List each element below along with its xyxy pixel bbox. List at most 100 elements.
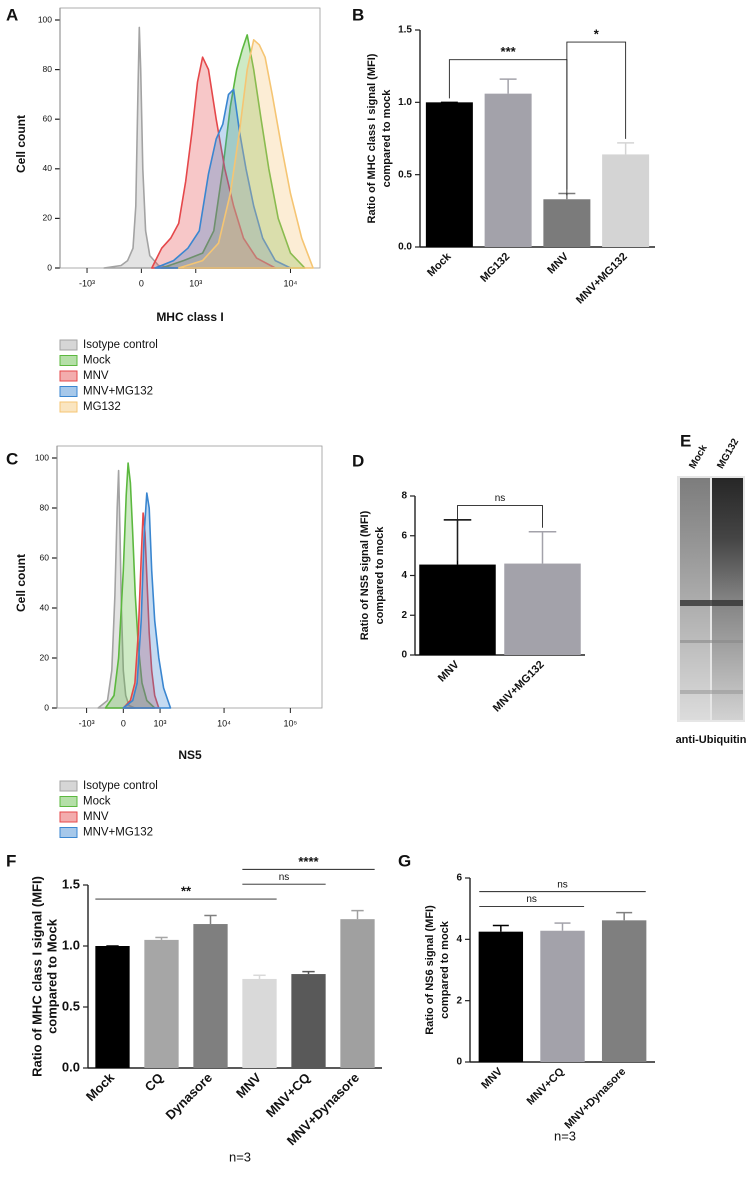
panel-letter: D — [352, 451, 364, 470]
y-axis-label: Ratio of NS6 signal (MFI) — [424, 905, 436, 1035]
legend-swatch — [59, 780, 78, 792]
y-axis-label: compared to mock — [381, 89, 393, 188]
y-tick-label: 20 — [40, 652, 50, 662]
y-tick-label: 4 — [456, 934, 462, 945]
x-tick-label: MNV+CQ — [525, 1065, 567, 1107]
x-tick-label: MG132 — [478, 251, 512, 285]
blot-lane — [712, 478, 743, 720]
y-axis-label: Ratio of MHC class I signal (MFI) — [366, 53, 378, 223]
x-tick-label: MNV — [233, 1070, 264, 1101]
x-tick-label: MNV+CQ — [263, 1070, 313, 1120]
y-tick-label: 0.5 — [398, 169, 412, 180]
x-tick-label: CQ — [142, 1070, 166, 1094]
significance-label: *** — [501, 44, 517, 59]
y-tick-label: 8 — [401, 491, 407, 502]
y-tick-label: 2 — [456, 995, 462, 1006]
sample-size: n=3 — [229, 1149, 251, 1164]
y-tick-label: 0 — [456, 1057, 462, 1068]
x-tick-label: MNV — [545, 250, 571, 276]
histogram-area — [177, 39, 314, 269]
legend-label: MNV — [83, 811, 109, 823]
y-tick-label: 1.5 — [62, 876, 80, 891]
blot-caption: anti-Ubiquitin — [676, 734, 747, 746]
legend-swatch — [59, 401, 78, 413]
legend-label: Isotype control — [83, 339, 158, 351]
lane-label: MG132 — [715, 437, 741, 471]
bar — [504, 563, 581, 655]
legend-swatch — [59, 811, 78, 823]
significance-label: ns — [279, 872, 290, 883]
y-tick-label: 100 — [38, 14, 52, 24]
y-axis-label: Ratio of MHC class I signal (MFI) — [29, 876, 44, 1077]
bar — [543, 199, 591, 247]
panel-letter: A — [6, 5, 18, 24]
y-axis-label: Ratio of NS5 signal (MFI) — [359, 510, 371, 640]
x-tick-label: 10³ — [189, 278, 202, 288]
bar — [484, 93, 532, 247]
y-axis-label: Cell count — [14, 115, 28, 173]
y-tick-label: 40 — [40, 602, 50, 612]
bar — [340, 919, 375, 1068]
x-tick-label: 10⁴ — [217, 718, 231, 728]
y-tick-label: 0.0 — [62, 1059, 80, 1074]
legend-label: Mock — [83, 355, 111, 367]
y-tick-label: 2 — [401, 610, 407, 621]
x-axis-label: NS5 — [178, 748, 202, 762]
histogram-area — [160, 34, 306, 269]
x-tick-label: -10³ — [79, 278, 95, 288]
blot-band — [680, 600, 743, 606]
legend-label: MNV+MG132 — [83, 827, 153, 839]
y-tick-label: 1.5 — [398, 25, 412, 36]
histogram-area — [103, 26, 175, 269]
y-axis-label: Cell count — [14, 554, 28, 612]
bar — [540, 930, 585, 1062]
legend-swatch — [59, 796, 78, 807]
bar — [478, 931, 524, 1062]
y-tick-label: 0 — [401, 650, 407, 661]
y-tick-label: 6 — [401, 530, 407, 541]
x-tick-label: MNV+MG132 — [574, 251, 630, 307]
y-tick-label: 80 — [40, 502, 50, 512]
x-tick-label: MNV+Dynasore — [563, 1066, 629, 1132]
x-tick-label: Dynasore — [163, 1070, 216, 1123]
legend-swatch — [59, 386, 78, 397]
legend-swatch — [59, 370, 78, 382]
histogram-area — [104, 462, 156, 709]
x-tick-label: MNV — [436, 658, 462, 684]
y-tick-label: 20 — [43, 213, 53, 223]
legend-label: MNV — [83, 370, 109, 382]
bar — [242, 978, 277, 1068]
x-tick-label: MNV+MG132 — [491, 659, 547, 715]
bar — [193, 924, 228, 1068]
blot-panel: E Mock MG132 anti-Ubiquitin — [676, 431, 747, 745]
y-tick-label: 6 — [456, 873, 462, 884]
significance-label: ns — [557, 879, 568, 890]
y-tick-label: 1.0 — [398, 97, 412, 108]
significance-bracket — [457, 505, 543, 561]
x-tick-label: MNV — [479, 1065, 505, 1091]
significance-label: ** — [181, 883, 192, 898]
histogram-area — [151, 56, 277, 269]
y-tick-label: 0.5 — [62, 998, 80, 1013]
bar — [419, 564, 496, 655]
y-tick-label: 0.0 — [398, 242, 412, 253]
x-axis-label: MHC class I — [156, 310, 223, 324]
y-tick-label: 40 — [43, 163, 53, 173]
y-tick-label: 4 — [401, 570, 407, 581]
x-tick-label: Mock — [83, 1069, 118, 1104]
histogram-area — [122, 492, 172, 709]
x-tick-label: 10⁴ — [284, 278, 298, 288]
x-tick-label: 10³ — [154, 718, 167, 728]
legend-label: Mock — [83, 796, 111, 808]
blot-band — [680, 640, 743, 643]
significance-label: **** — [298, 854, 319, 869]
bar — [95, 946, 130, 1068]
x-tick-label: -10³ — [79, 718, 95, 728]
y-axis-label: compared to Mock — [44, 918, 59, 1034]
histogram-area — [97, 469, 136, 709]
y-tick-label: 1.0 — [62, 937, 80, 952]
y-tick-label: 60 — [43, 113, 53, 123]
panel-letter: E — [680, 431, 691, 450]
